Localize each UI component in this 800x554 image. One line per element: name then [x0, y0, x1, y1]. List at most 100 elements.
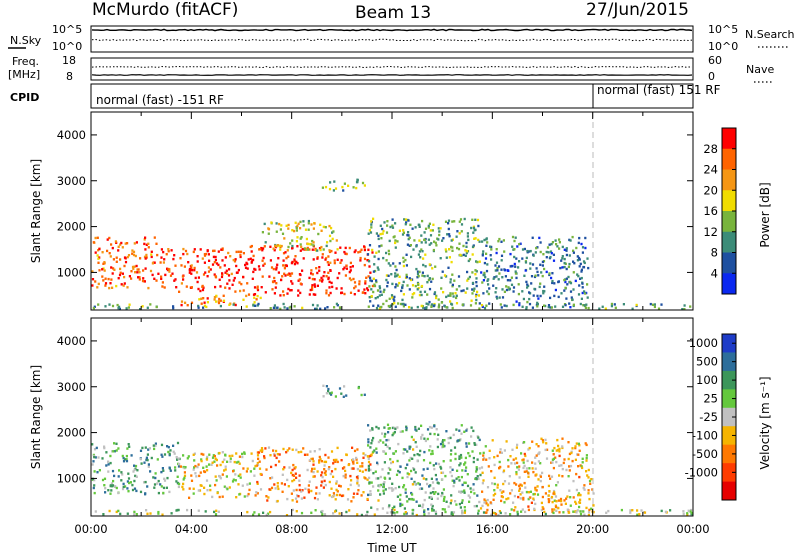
- power-scatter-cell: [396, 284, 399, 287]
- velocity-scatter-cell: [561, 475, 564, 478]
- velocity-scatter-cell: [275, 449, 278, 453]
- power-scatter-cell: [219, 304, 222, 308]
- velocity-scatter-cell: [133, 464, 136, 467]
- velocity-scatter-cell: [145, 456, 148, 459]
- power-scatter-cell: [102, 279, 105, 282]
- power-scatter-cell: [503, 290, 506, 293]
- power-scatter-cell: [302, 220, 305, 223]
- velocity-scatter-cell: [177, 457, 180, 460]
- velocity-scatter-cell: [280, 482, 283, 485]
- velocity-scatter-cell: [515, 471, 518, 474]
- power-scatter-cell: [416, 288, 419, 291]
- power-scatter-cell: [184, 301, 187, 304]
- velocity-scatter-cell: [272, 449, 275, 452]
- power-scatter-cell: [348, 246, 351, 250]
- power-scatter-cell: [318, 269, 321, 272]
- velocity-scatter-cell: [256, 480, 259, 484]
- velocity-scatter-cell: [127, 472, 130, 475]
- velocity-scatter-cell: [322, 384, 325, 387]
- velocity-scatter-cell: [429, 491, 432, 495]
- power-scatter-cell: [312, 227, 315, 230]
- power-scatter-cell: [435, 244, 438, 247]
- power-scatter-cell: [202, 297, 205, 300]
- power-scatter-cell: [576, 273, 579, 276]
- velocity-scatter-cell: [367, 438, 370, 441]
- velocity-scatter-cell: [134, 464, 138, 468]
- power-scatter-cell: [261, 249, 264, 252]
- power-scatter-cell: [344, 246, 347, 250]
- velocity-scatter-cell: [324, 483, 327, 487]
- velocity-scatter-cell: [310, 457, 313, 461]
- velocity-scatter-cell: [292, 489, 295, 492]
- velocity-scatter-cell: [252, 513, 255, 516]
- power-scatter-cell: [106, 238, 109, 241]
- power-scatter-cell: [497, 278, 500, 281]
- velocity-scatter-cell: [361, 462, 364, 465]
- velocity-scatter-cell: [300, 490, 303, 493]
- velocity-scatter-cell: [288, 466, 291, 469]
- power-scatter-cell: [425, 302, 428, 305]
- power-scatter-cell: [388, 252, 391, 256]
- velocity-scatter-cell: [577, 453, 580, 456]
- velocity-scatter-cell: [115, 486, 118, 490]
- velocity-scatter-cell: [515, 472, 518, 476]
- velocity-scatter-cell: [221, 495, 224, 498]
- velocity-scatter-cell: [505, 497, 508, 501]
- power-scatter-cell: [104, 282, 108, 285]
- power-scatter-cell: [341, 185, 344, 189]
- power-scatter-cell: [407, 237, 410, 241]
- power-scatter-cell: [261, 259, 264, 262]
- power-scatter-cell: [306, 248, 310, 251]
- power-scatter-cell: [253, 293, 257, 296]
- velocity-scatter-cell: [387, 472, 390, 475]
- power-scatter-cell: [524, 269, 527, 272]
- power-scatter-cell: [296, 236, 299, 239]
- power-scatter-cell: [578, 284, 581, 287]
- power-scatter-cell: [96, 286, 99, 289]
- velocity-scatter-cell: [176, 441, 180, 445]
- velocity-scatter-cell: [197, 509, 200, 512]
- velocity-scatter-cell: [563, 499, 566, 502]
- velocity-scatter-cell: [564, 502, 567, 505]
- power-scatter-cell: [272, 306, 275, 309]
- velocity-scatter-cell: [328, 480, 331, 484]
- velocity-scatter-cell: [330, 495, 334, 499]
- power-scatter-cell: [563, 257, 566, 261]
- power-scatter-cell: [433, 292, 436, 296]
- power-scatter-cell: [500, 254, 504, 257]
- velocity-scatter-cell: [479, 452, 482, 455]
- velocity-scatter-cell: [555, 449, 558, 452]
- velocity-scatter-cell: [376, 462, 379, 466]
- velocity-scatter-cell: [532, 498, 535, 502]
- velocity-scatter-cell: [388, 477, 391, 480]
- velocity-scatter-cell: [231, 454, 234, 457]
- power-scatter-cell: [400, 289, 403, 293]
- velocity-scatter-cell: [312, 470, 315, 474]
- power-scatter-cell: [416, 305, 419, 309]
- power-scatter-cell: [160, 277, 163, 280]
- velocity-scatter-cell: [476, 494, 479, 497]
- power-scatter-cell: [284, 251, 287, 254]
- velocity-scatter-cell: [515, 446, 518, 449]
- velocity-scatter-cell: [113, 474, 116, 478]
- power-scatter-cell: [563, 261, 566, 265]
- velocity-scatter-cell: [273, 483, 276, 486]
- velocity-scatter-cell: [335, 480, 338, 483]
- velocity-scatter-cell: [511, 448, 514, 451]
- power-scatter-cell: [198, 298, 201, 301]
- velocity-scatter-cell: [403, 512, 406, 516]
- velocity-scatter-cell: [389, 468, 392, 471]
- power-scatter-cell: [323, 271, 326, 274]
- velocity-scatter-cell: [408, 497, 411, 501]
- velocity-scatter-cell: [393, 508, 396, 512]
- velocity-scatter-cell: [441, 491, 444, 495]
- power-scatter-cell: [466, 270, 469, 274]
- power-scatter-cell: [385, 299, 388, 303]
- velocity-scatter-cell: [126, 480, 129, 483]
- velocity-scatter-cell: [194, 472, 197, 475]
- velocity-scatter-cell: [323, 460, 326, 464]
- velocity-scatter-cell: [444, 510, 447, 514]
- velocity-scatter-cell: [370, 442, 373, 445]
- power-scatter-cell: [578, 236, 581, 240]
- power-scatter-cell: [342, 268, 345, 271]
